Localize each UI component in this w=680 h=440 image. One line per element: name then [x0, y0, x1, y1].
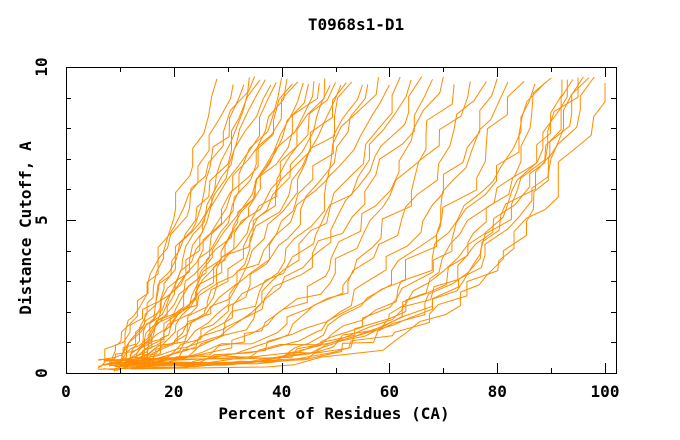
x-tick-label: 20 [164, 382, 183, 401]
model-accuracy-curve [124, 83, 293, 366]
model-accuracy-curve [124, 78, 218, 370]
model-accuracy-curve [103, 77, 380, 371]
model-accuracy-curve [97, 81, 299, 369]
x-tick-label: 40 [272, 382, 291, 401]
model-accuracy-curve [141, 77, 283, 369]
y-tick-label: 5 [32, 215, 51, 225]
model-accuracy-curve [136, 76, 444, 362]
x-tick-label: 80 [488, 382, 507, 401]
model-accuracy-curve [109, 78, 288, 366]
chart-title: T0968s1-D1 [308, 15, 404, 34]
model-accuracy-curve [130, 77, 552, 365]
model-accuracy-curve [135, 76, 256, 369]
model-accuracy-curve [130, 81, 315, 361]
x-tick-label: 100 [591, 382, 620, 401]
model-accuracy-curve [109, 82, 336, 367]
model-accuracy-curve [114, 84, 455, 364]
model-accuracy-curve [119, 77, 590, 360]
model-accuracy-curve [119, 78, 326, 367]
model-accuracy-curve [125, 83, 536, 364]
y-tick-label: 0 [32, 368, 51, 378]
model-accuracy-curve [125, 76, 423, 364]
model-accuracy-curve [103, 81, 487, 362]
model-accuracy-curve [146, 79, 568, 366]
model-accuracy-curve [103, 83, 320, 366]
model-accuracy-curve [103, 77, 579, 361]
model-accuracy-curve [130, 84, 245, 362]
model-accuracy-curve [130, 81, 471, 368]
model-accuracy-curve [130, 79, 266, 364]
y-axis-title: Distance Cutoff, A [16, 141, 35, 315]
model-accuracy-curve [109, 81, 525, 364]
model-accuracy-curve [109, 79, 412, 366]
model-accuracy-curve [98, 81, 547, 370]
model-accuracy-curve [103, 84, 272, 361]
model-accuracy-curve [114, 84, 363, 367]
model-accuracy-curve [109, 83, 606, 365]
model-accuracy-curve [98, 77, 250, 367]
model-accuracy-curve [173, 76, 584, 361]
x-tick-label: 0 [61, 382, 71, 401]
model-accuracy-curve [136, 79, 574, 367]
model-accuracy-curve [98, 79, 433, 361]
model-accuracy-curve [130, 76, 401, 368]
model-accuracy-curve [130, 76, 595, 370]
x-tick-label: 60 [380, 382, 399, 401]
model-accuracy-curve [98, 82, 347, 361]
y-tick-label: 10 [32, 57, 51, 76]
model-accuracy-curve [141, 81, 509, 370]
model-accuracy-curve [119, 78, 498, 367]
x-axis-title: Percent of Residues (CA) [218, 404, 449, 423]
